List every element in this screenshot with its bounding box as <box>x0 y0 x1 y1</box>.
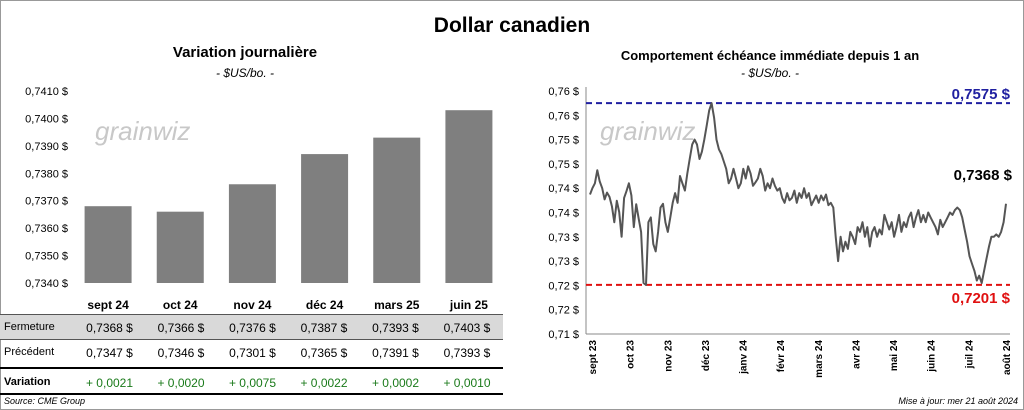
bar <box>445 110 493 283</box>
watermark: grainwiz <box>95 116 190 146</box>
x-tick-label: juin 25 <box>449 298 488 312</box>
y-tick-label: 0,75 $ <box>548 135 579 147</box>
table-cell: 0,7391 $ <box>372 346 419 360</box>
watermark: grainwiz <box>600 116 695 146</box>
x-tick-label: avr 24 <box>851 340 862 369</box>
low-label: 0,7201 $ <box>952 290 1011 307</box>
x-tick-label: sept 23 <box>588 340 599 375</box>
bar-chart-subtitle: - $US/bo. - <box>215 66 275 80</box>
y-tick-label: 0,7410 $ <box>25 86 68 98</box>
x-tick-label: oct 23 <box>626 340 637 369</box>
x-tick-label: août 24 <box>1002 340 1013 375</box>
bar <box>301 154 349 283</box>
line-chart: 0,71 $ 0,72 $ 0,72 $ 0,73 $ 0,73 $ 0,74 $ 0,74… <box>548 86 1013 378</box>
table-cell: + 0,0020 <box>157 376 205 390</box>
page-title: Dollar canadien <box>433 14 591 37</box>
x-tick-label: sept 24 <box>87 298 129 312</box>
table-cell: 0,7387 $ <box>300 321 348 335</box>
bar <box>156 211 204 283</box>
bar <box>84 206 132 283</box>
x-tick-label: déc 23 <box>701 340 712 372</box>
price-series-line <box>589 102 1007 286</box>
y-tick-label: 0,76 $ <box>548 86 579 98</box>
last-value-label: 0,7368 $ <box>954 167 1013 184</box>
x-tick-label: mars 24 <box>814 340 825 378</box>
table-cell: + 0,0021 <box>85 376 134 390</box>
table-cell: 0,7346 $ <box>157 346 205 360</box>
table-cell: 0,7347 $ <box>86 346 133 360</box>
x-tick-label: mai 24 <box>889 340 900 372</box>
x-tick-label: déc 24 <box>306 298 344 312</box>
y-tick-label: 0,7370 $ <box>25 196 68 208</box>
y-tick-label: 0,74 $ <box>548 183 579 195</box>
x-tick-label: nov 23 <box>663 340 674 372</box>
row-label: Précédent <box>4 346 55 358</box>
y-tick-label: 0,71 $ <box>548 329 579 341</box>
table-cell: 0,7366 $ <box>157 321 205 335</box>
table-cell: 0,7393 $ <box>443 346 491 360</box>
y-tick-label: 0,73 $ <box>548 256 579 268</box>
x-tick-label: oct 24 <box>163 298 198 312</box>
y-tick-label: 0,75 $ <box>548 159 579 171</box>
y-tick-label: 0,74 $ <box>548 208 579 220</box>
x-tick-label: juil 24 <box>964 340 975 370</box>
x-tick-label: mars 25 <box>374 298 420 312</box>
table-cell: + 0,0010 <box>443 376 491 390</box>
y-tick-label: 0,7390 $ <box>25 141 68 153</box>
table-cell: 0,7376 $ <box>229 321 276 335</box>
table-cell: 0,7368 $ <box>86 321 133 335</box>
bar <box>373 137 421 283</box>
x-tick-label: janv 24 <box>739 340 750 375</box>
x-tick-label: nov 24 <box>233 298 271 312</box>
y-tick-label: 0,7380 $ <box>25 168 68 180</box>
previous-row: Précédent 0,7347 $ 0,7346 $ 0,7301 $ 0,7365 … <box>0 340 503 366</box>
y-tick-label: 0,72 $ <box>548 280 579 292</box>
update-note: Mise à jour: mer 21 août 2024 <box>898 396 1018 406</box>
table-cell: + 0,0075 <box>228 376 277 390</box>
bar <box>228 184 276 283</box>
table-cell: 0,7403 $ <box>443 321 491 335</box>
x-tick-label: févr 24 <box>776 340 787 373</box>
variation-row: Variation + 0,0021 + 0,0020 + 0,0075 + 0,002… <box>0 367 503 395</box>
y-tick-label: 0,7340 $ <box>25 278 68 290</box>
table-cell: 0,7393 $ <box>372 321 419 335</box>
bar-chart-title: Variation journalière <box>172 44 318 61</box>
table-cell: 0,7301 $ <box>229 346 276 360</box>
row-label: Fermeture <box>4 321 55 333</box>
y-tick-label: 0,72 $ <box>548 305 579 317</box>
table-cell: 0,7365 $ <box>300 346 348 360</box>
x-tick-label: juin 24 <box>927 340 938 373</box>
source-note: Source: CME Group <box>4 396 86 406</box>
closing-row: Fermeture 0,7368 $ 0,7366 $ 0,7376 $ 0,7387 … <box>0 314 503 340</box>
line-chart-title: Comportement échéance immédiate depuis 1… <box>620 48 920 63</box>
table-cell: + 0,0022 <box>300 376 348 390</box>
table-cell: + 0,0002 <box>371 376 420 390</box>
row-label: Variation <box>4 376 51 388</box>
y-tick-label: 0,73 $ <box>548 232 579 244</box>
line-chart-subtitle: - $US/bo. - <box>740 66 800 80</box>
y-tick-label: 0,7350 $ <box>25 251 68 263</box>
y-tick-label: 0,7400 $ <box>25 113 68 125</box>
y-tick-label: 0,76 $ <box>548 110 579 122</box>
high-label: 0,7575 $ <box>952 86 1011 103</box>
y-tick-label: 0,7360 $ <box>25 223 68 235</box>
bar-chart: 0,7340 $ 0,7350 $ 0,7360 $ 0,7370 $ 0,7380 $… <box>25 86 493 312</box>
